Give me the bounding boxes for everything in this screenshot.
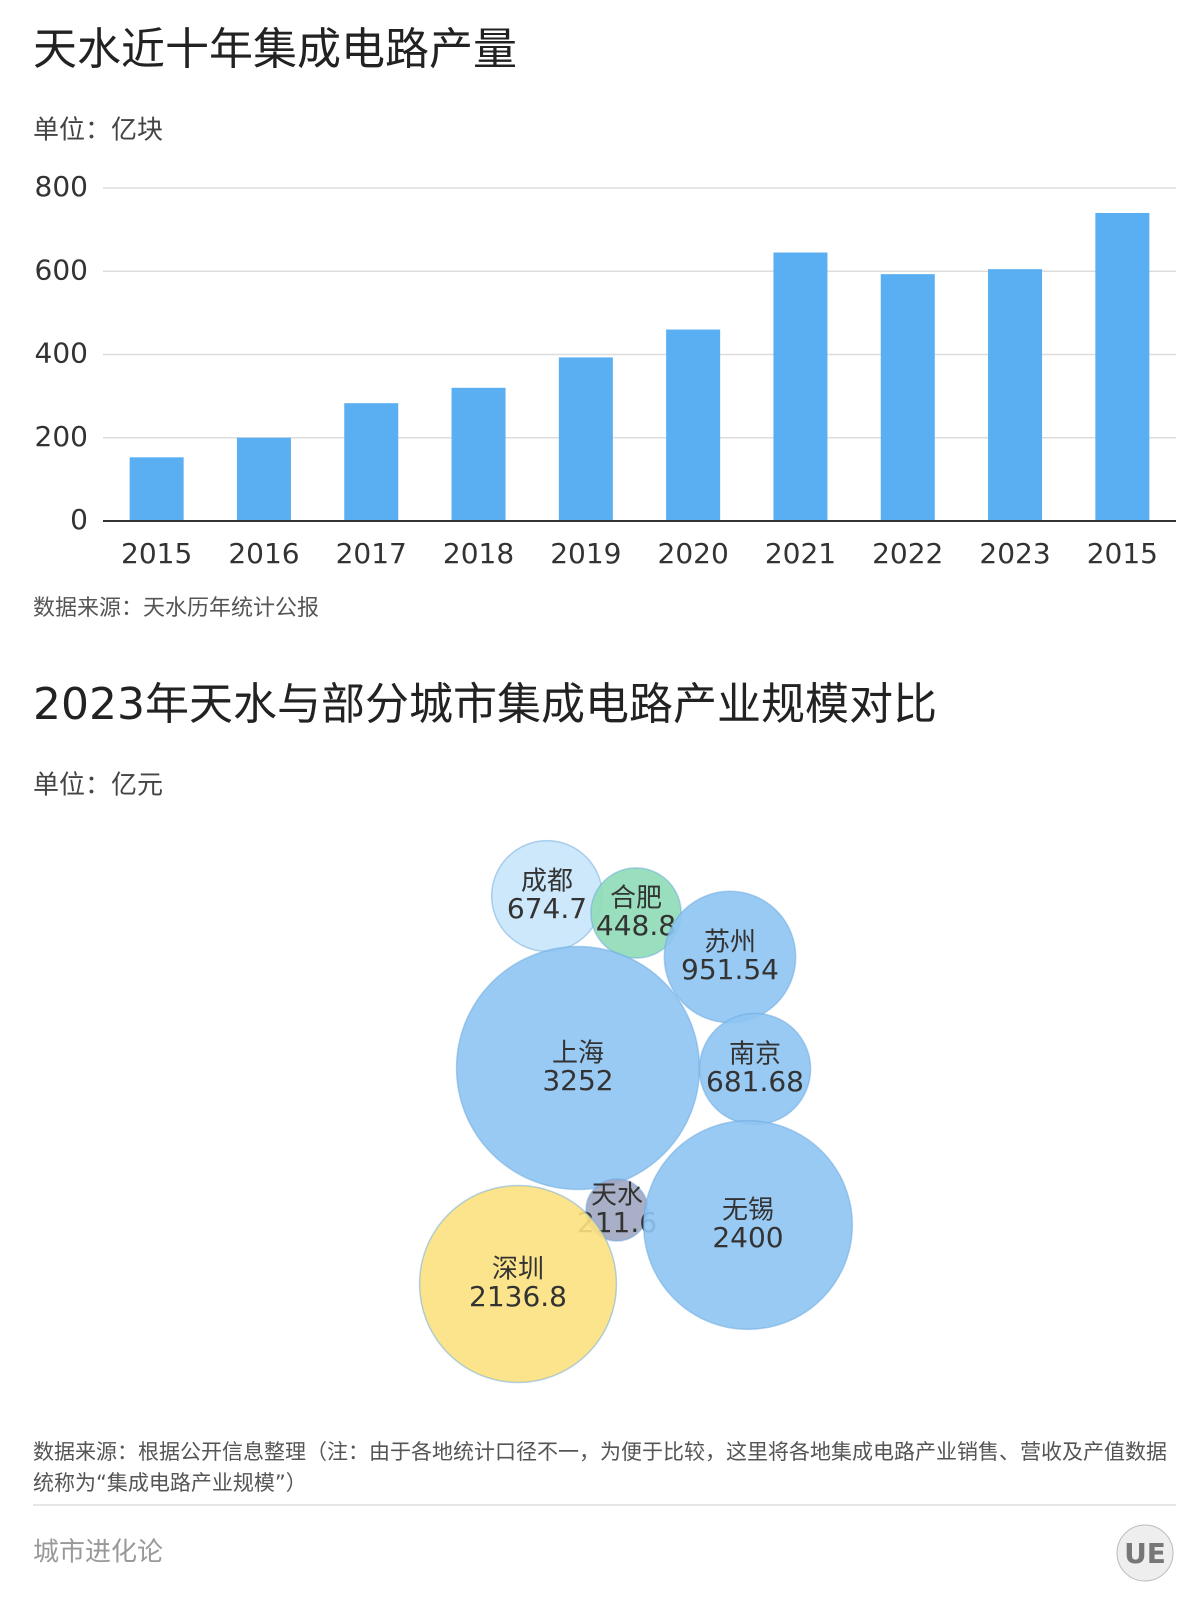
value-label: 2400 [712, 1221, 783, 1254]
x-tick-label: 2022 [872, 537, 943, 570]
bubble-label: 天水 [591, 1181, 643, 1211]
y-tick-label: 800 [35, 170, 88, 203]
bubble-label: 无锡 [722, 1196, 774, 1226]
value-label: 448.8 [596, 909, 676, 942]
bar [988, 269, 1043, 521]
y-tick-label: 0 [70, 503, 88, 536]
brand: 城市进化论 [33, 1538, 163, 1568]
bubble [418, 1184, 618, 1384]
x-tick-label: 2016 [228, 537, 299, 570]
bar [451, 387, 506, 521]
logo: UE [1124, 1537, 1166, 1570]
bubble-label: 成都 [521, 867, 573, 897]
bubble-label: 合肥 [610, 884, 662, 914]
bar [129, 457, 184, 521]
x-tick-label: 2017 [336, 537, 407, 570]
bar [666, 329, 721, 521]
x-tick-label: 2018 [443, 537, 514, 570]
bubble-label: 苏州 [704, 928, 756, 958]
chart-title: 天水近十年集成电路产量 [33, 24, 517, 75]
chart-title: 2023年天水与部分城市集成电路产业规模对比 [33, 679, 937, 730]
y-tick-label: 400 [35, 337, 88, 370]
unit-label: 单位：亿块 [33, 116, 163, 146]
x-tick-label: 2021 [765, 537, 836, 570]
x-tick-label: 2015 [1087, 537, 1158, 570]
bar [558, 357, 613, 521]
value-label: 2136.8 [469, 1280, 567, 1313]
value-label: 951.54 [681, 953, 779, 986]
source-note: 数据来源：天水历年统计公报 [33, 596, 319, 621]
bar [344, 403, 399, 521]
bar [1095, 212, 1150, 521]
unit-label: 单位：亿元 [33, 771, 163, 801]
logo-badge [1116, 1524, 1174, 1582]
y-tick-label: 200 [35, 420, 88, 453]
y-tick-label: 600 [35, 253, 88, 286]
value-label: 3252 [542, 1064, 613, 1097]
bar [773, 252, 828, 522]
x-tick-label: 2019 [550, 537, 621, 570]
value-label: 674.7 [507, 892, 587, 925]
x-tick-label: 2020 [658, 537, 729, 570]
x-tick-label: 2015 [121, 537, 192, 570]
source-note: 数据来源：根据公开信息整理（注：由于各地统计口径不一，为便于比较，这里将各地集成… [33, 1440, 1167, 1495]
bar [236, 437, 291, 521]
bar [880, 274, 935, 521]
bubble-label: 南京 [729, 1040, 781, 1070]
bubble [642, 1119, 854, 1331]
value-label: 681.68 [706, 1065, 804, 1098]
x-tick-label: 2023 [979, 537, 1050, 570]
bubble-label: 深圳 [492, 1255, 544, 1285]
bubble-label: 上海 [552, 1039, 604, 1069]
